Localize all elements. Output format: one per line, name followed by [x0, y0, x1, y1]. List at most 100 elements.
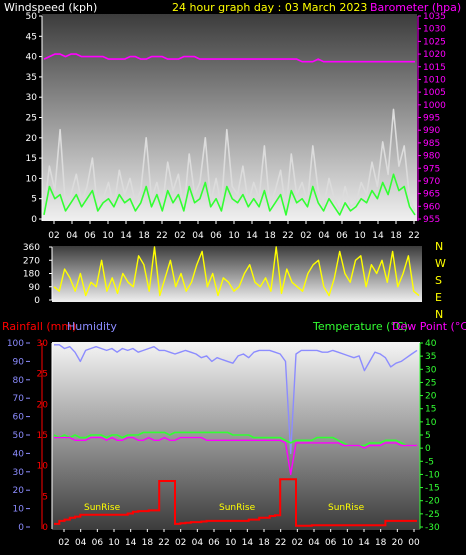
- wind-x-tick-label-19: 18: [390, 231, 402, 241]
- barometer-y-tick-label-14: 1025: [423, 37, 446, 47]
- barometer-y-tick-label-1: 960: [423, 202, 440, 212]
- humidity-y-tick-label-0: 0: [18, 523, 24, 533]
- bottom-x-tick-label-6: 22: [158, 538, 169, 548]
- wind-x-tick-label-11: 14: [246, 231, 258, 241]
- compass-w: W: [435, 257, 446, 270]
- wind-y-tick-label-10: 50: [26, 12, 38, 22]
- temperature-y-tick-label-7: 5: [425, 431, 431, 441]
- bottom-x-tick-label-15: 04: [308, 538, 320, 548]
- wind-x-tick-label-12: 18: [264, 231, 276, 241]
- wind-y-tick-label-0: 0: [31, 215, 37, 225]
- wind-y-tick-label-2: 10: [26, 174, 38, 184]
- wind-x-tick-label-1: 04: [66, 231, 78, 241]
- humidity-y-tick-label-3: 30: [13, 468, 25, 478]
- rainfall-axis-label: Rainfall (mm): [2, 320, 76, 333]
- bottom-x-tick-label-2: 06: [92, 538, 104, 548]
- bottom-x-tick-label-4: 14: [125, 538, 137, 548]
- bottom-x-tick-label-13: 22: [275, 538, 286, 548]
- sunrise-label-1: SunRise: [84, 503, 121, 513]
- bottom-x-tick-label-12: 18: [258, 538, 270, 548]
- bottom-x-tick-label-14: 02: [292, 538, 303, 548]
- wind-gust-line: [43, 108, 416, 212]
- barometer-y-tick-label-9: 1000: [423, 101, 446, 111]
- wind-y-tick-label-4: 20: [26, 134, 38, 144]
- compass-e: E: [435, 291, 442, 304]
- bottom-x-tick-label-10: 10: [225, 538, 237, 548]
- humidity-y-tick-label-1: 10: [13, 505, 25, 515]
- bottom-x-tick-label-18: 14: [358, 538, 370, 548]
- temperature-y-tick-label-13: 35: [425, 352, 436, 362]
- barometer-y-tick-label-8: 995: [423, 114, 440, 124]
- wind-x-tick-label-7: 02: [174, 231, 185, 241]
- direction-y-tick-label-2: 180: [23, 270, 40, 280]
- bottom-x-tick-label-3: 10: [108, 538, 120, 548]
- temperature-y-tick-label-12: 30: [425, 365, 437, 375]
- compass-n-bottom: N: [435, 308, 443, 321]
- humidity-y-tick-label-10: 100: [7, 339, 24, 349]
- humidity-y-tick-label-8: 80: [13, 376, 25, 386]
- barometer-y-tick-label-4: 975: [423, 164, 440, 174]
- compass-s: S: [435, 274, 442, 287]
- wind-x-tick-label-6: 22: [156, 231, 167, 241]
- barometer-y-tick-label-0: 955: [423, 215, 440, 225]
- rain-y-tick-label-0: 0: [42, 523, 48, 533]
- wind-average-line: [43, 173, 416, 216]
- bottom-x-tick-label-7: 02: [175, 538, 186, 548]
- wind-x-tick-label-8: 04: [192, 231, 204, 241]
- humidity-axis-label: Humidity: [67, 320, 117, 333]
- direction-y-tick-label-3: 270: [23, 256, 40, 266]
- barometer-y-tick-label-3: 970: [423, 177, 440, 187]
- wind-x-tick-label-9: 06: [210, 231, 222, 241]
- windspeed-axis-label: Windspeed (kph): [4, 1, 97, 14]
- wind-x-tick-label-5: 18: [138, 231, 150, 241]
- barometer-y-tick-label-6: 985: [423, 139, 440, 149]
- bottom-x-tick-label-21: 00: [408, 538, 420, 548]
- temperature-y-tick-label-11: 25: [425, 378, 436, 388]
- wind-y-tick-label-6: 30: [26, 93, 38, 103]
- humidity-line: [54, 344, 418, 455]
- barometer-y-tick-label-12: 1015: [423, 63, 446, 73]
- bottom-x-tick-label-17: 10: [342, 538, 354, 548]
- chart-marks: 0510152025303540455095596096597097598098…: [7, 12, 446, 548]
- rain-y-tick-label-4: 20: [37, 400, 49, 410]
- temperature-y-tick-label-9: 15: [425, 405, 436, 415]
- rain-y-tick-label-2: 10: [37, 462, 49, 472]
- direction-y-tick-label-0: 0: [34, 296, 40, 306]
- wind-y-tick-label-8: 40: [26, 53, 38, 63]
- humidity-y-tick-label-4: 40: [13, 449, 25, 459]
- chart-title: 24 hour graph day : 03 March 2023: [172, 1, 367, 14]
- wind-x-tick-label-14: 02: [300, 231, 311, 241]
- temperature-y-tick-label-4: -10: [425, 470, 440, 480]
- temperature-y-tick-label-0: -30: [425, 523, 440, 533]
- wind-x-tick-label-2: 06: [84, 231, 96, 241]
- sunrise-label-2: SunRise: [219, 503, 256, 513]
- barometer-y-tick-label-5: 980: [423, 152, 440, 162]
- rain-y-tick-label-5: 25: [37, 370, 48, 380]
- barometer-y-tick-label-13: 1020: [423, 50, 446, 60]
- wind-y-tick-label-5: 25: [26, 114, 37, 124]
- barometer-line: [43, 53, 415, 63]
- rain-y-tick-label-3: 15: [37, 431, 48, 441]
- humidity-y-tick-label-9: 90: [13, 357, 25, 367]
- wind-y-tick-label-3: 15: [26, 154, 37, 164]
- dewpoint-axis-label: Dew Point (°C): [392, 320, 466, 333]
- barometer-y-tick-label-15: 1030: [423, 25, 446, 35]
- wind-x-tick-label-17: 10: [354, 231, 366, 241]
- bottom-x-tick-label-5: 18: [142, 538, 154, 548]
- temperature-y-tick-label-3: -15: [425, 484, 440, 494]
- humidity-y-tick-label-6: 60: [13, 413, 25, 423]
- rainfall-line: [54, 478, 417, 527]
- temperature-y-tick-label-8: 10: [425, 418, 437, 428]
- bottom-x-tick-label-16: 06: [325, 538, 337, 548]
- wind-x-tick-label-13: 22: [282, 231, 293, 241]
- sunrise-label-3: SunRise: [328, 503, 365, 513]
- wind-x-tick-label-16: 06: [336, 231, 348, 241]
- wind-x-tick-label-18: 14: [372, 231, 384, 241]
- wind-x-tick-label-0: 02: [48, 231, 59, 241]
- bottom-x-tick-label-1: 04: [75, 538, 87, 548]
- wind-y-tick-label-1: 5: [31, 195, 37, 205]
- rain-y-tick-label-6: 30: [37, 339, 49, 349]
- barometer-y-tick-label-2: 965: [423, 190, 440, 200]
- barometer-y-tick-label-7: 990: [423, 126, 440, 136]
